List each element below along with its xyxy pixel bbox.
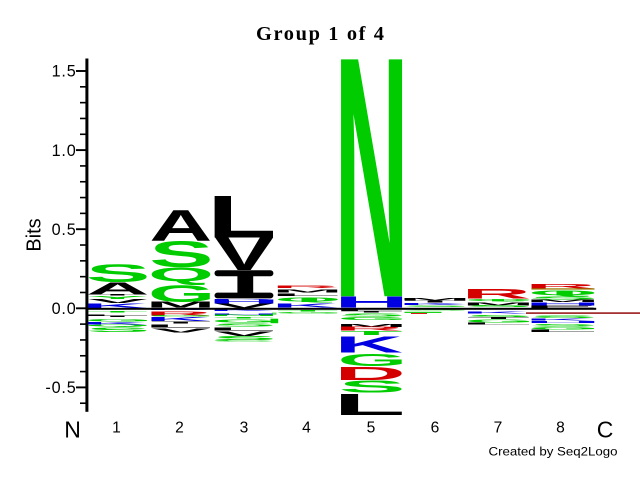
svg-text:T: T xyxy=(340,330,403,336)
svg-text:M: M xyxy=(462,301,535,306)
svg-text:G: G xyxy=(148,315,215,317)
svg-text:7: 7 xyxy=(494,420,503,437)
svg-text:2: 2 xyxy=(175,420,184,437)
svg-text:L: L xyxy=(207,183,277,251)
svg-text:K: K xyxy=(145,316,211,322)
svg-text:R: R xyxy=(335,326,404,332)
svg-text:R: R xyxy=(208,298,274,299)
svg-text:S: S xyxy=(86,326,151,333)
svg-text:6: 6 xyxy=(431,420,440,437)
svg-text:G: G xyxy=(338,316,408,321)
svg-text:H: H xyxy=(208,298,280,304)
svg-text:M: M xyxy=(272,288,343,293)
svg-text:T: T xyxy=(87,311,148,313)
svg-text:G: G xyxy=(465,319,535,324)
svg-text:Y: Y xyxy=(87,295,149,300)
svg-text:S: S xyxy=(402,309,469,311)
svg-text:C: C xyxy=(597,416,614,442)
svg-text:8: 8 xyxy=(556,420,565,437)
svg-text:T: T xyxy=(340,311,403,313)
svg-text:K: K xyxy=(82,302,148,309)
svg-text:K: K xyxy=(398,303,466,306)
svg-text:T: T xyxy=(467,317,530,320)
svg-text:S: S xyxy=(339,313,406,318)
svg-text:T: T xyxy=(214,317,274,319)
svg-text:V: V xyxy=(215,302,274,309)
svg-text:3: 3 xyxy=(240,420,249,437)
svg-text:R: R xyxy=(145,311,211,317)
svg-text:V: V xyxy=(215,330,274,337)
svg-text:A: A xyxy=(86,279,149,299)
svg-text:N: N xyxy=(208,315,280,317)
svg-text:E: E xyxy=(524,305,598,309)
svg-text:T: T xyxy=(404,300,467,303)
svg-text:M: M xyxy=(526,299,600,303)
svg-text:S: S xyxy=(529,315,598,319)
svg-text:R: R xyxy=(272,285,340,289)
svg-text:S: S xyxy=(466,315,533,318)
svg-text:1: 1 xyxy=(112,420,121,437)
svg-text:G: G xyxy=(85,318,152,322)
svg-text:L: L xyxy=(207,326,277,331)
svg-text:L: L xyxy=(523,329,597,333)
svg-text:D: D xyxy=(334,364,405,384)
svg-text:S: S xyxy=(212,322,276,327)
svg-text:H: H xyxy=(208,314,280,316)
svg-text:G: G xyxy=(528,326,600,330)
svg-text:1.0: 1.0 xyxy=(52,142,77,160)
svg-text:M: M xyxy=(146,301,215,310)
svg-text:Bits: Bits xyxy=(24,218,46,251)
svg-text:V: V xyxy=(151,327,210,334)
svg-text:S: S xyxy=(529,295,598,300)
svg-text:H: H xyxy=(334,293,409,311)
svg-text:L: L xyxy=(460,322,533,325)
svg-text:K: K xyxy=(335,331,404,357)
svg-text:N: N xyxy=(64,416,81,442)
svg-text:S: S xyxy=(86,260,151,288)
svg-text:L: L xyxy=(80,314,150,316)
svg-text:T: T xyxy=(87,315,148,317)
svg-text:Q: Q xyxy=(148,264,214,286)
svg-text:S: S xyxy=(212,335,276,341)
svg-text:K: K xyxy=(272,302,339,308)
svg-text:H: H xyxy=(524,321,601,324)
svg-text:5: 5 xyxy=(367,420,376,437)
svg-text:L: L xyxy=(333,309,405,311)
svg-text:G: G xyxy=(148,281,215,308)
svg-text:L: L xyxy=(144,324,214,329)
svg-text:Created by Seq2Logo: Created by Seq2Logo xyxy=(489,445,618,459)
svg-text:4: 4 xyxy=(302,420,311,437)
svg-text:G: G xyxy=(338,350,408,370)
svg-text:G: G xyxy=(211,319,278,324)
svg-text:0.0: 0.0 xyxy=(52,300,77,318)
svg-text:S: S xyxy=(402,305,469,307)
svg-text:H: H xyxy=(524,301,601,306)
svg-text:V: V xyxy=(88,298,148,304)
svg-text:T: T xyxy=(277,310,338,312)
svg-text:1.5: 1.5 xyxy=(52,63,77,81)
svg-text:K: K xyxy=(525,318,596,321)
svg-text:L: L xyxy=(270,293,341,297)
svg-text:0.5: 0.5 xyxy=(52,221,77,239)
svg-text:M: M xyxy=(399,297,471,301)
svg-text:Q: Q xyxy=(85,324,151,327)
svg-text:G: G xyxy=(275,312,343,314)
svg-text:K: K xyxy=(209,309,275,312)
svg-text:-0.5: -0.5 xyxy=(45,379,76,397)
svg-text:T: T xyxy=(151,321,211,324)
svg-text:M: M xyxy=(335,323,407,328)
svg-text:S: S xyxy=(149,234,213,275)
svg-text:R: R xyxy=(525,282,596,289)
svg-text:C: C xyxy=(211,340,275,342)
svg-text:K: K xyxy=(462,311,531,314)
svg-text:K: K xyxy=(82,321,148,325)
svg-text:S: S xyxy=(466,305,533,307)
svg-text:S: S xyxy=(339,377,406,396)
svg-text:S: S xyxy=(529,323,598,327)
svg-text:T: T xyxy=(87,294,148,296)
svg-text:A: A xyxy=(149,200,212,250)
svg-text:L: L xyxy=(333,388,405,422)
